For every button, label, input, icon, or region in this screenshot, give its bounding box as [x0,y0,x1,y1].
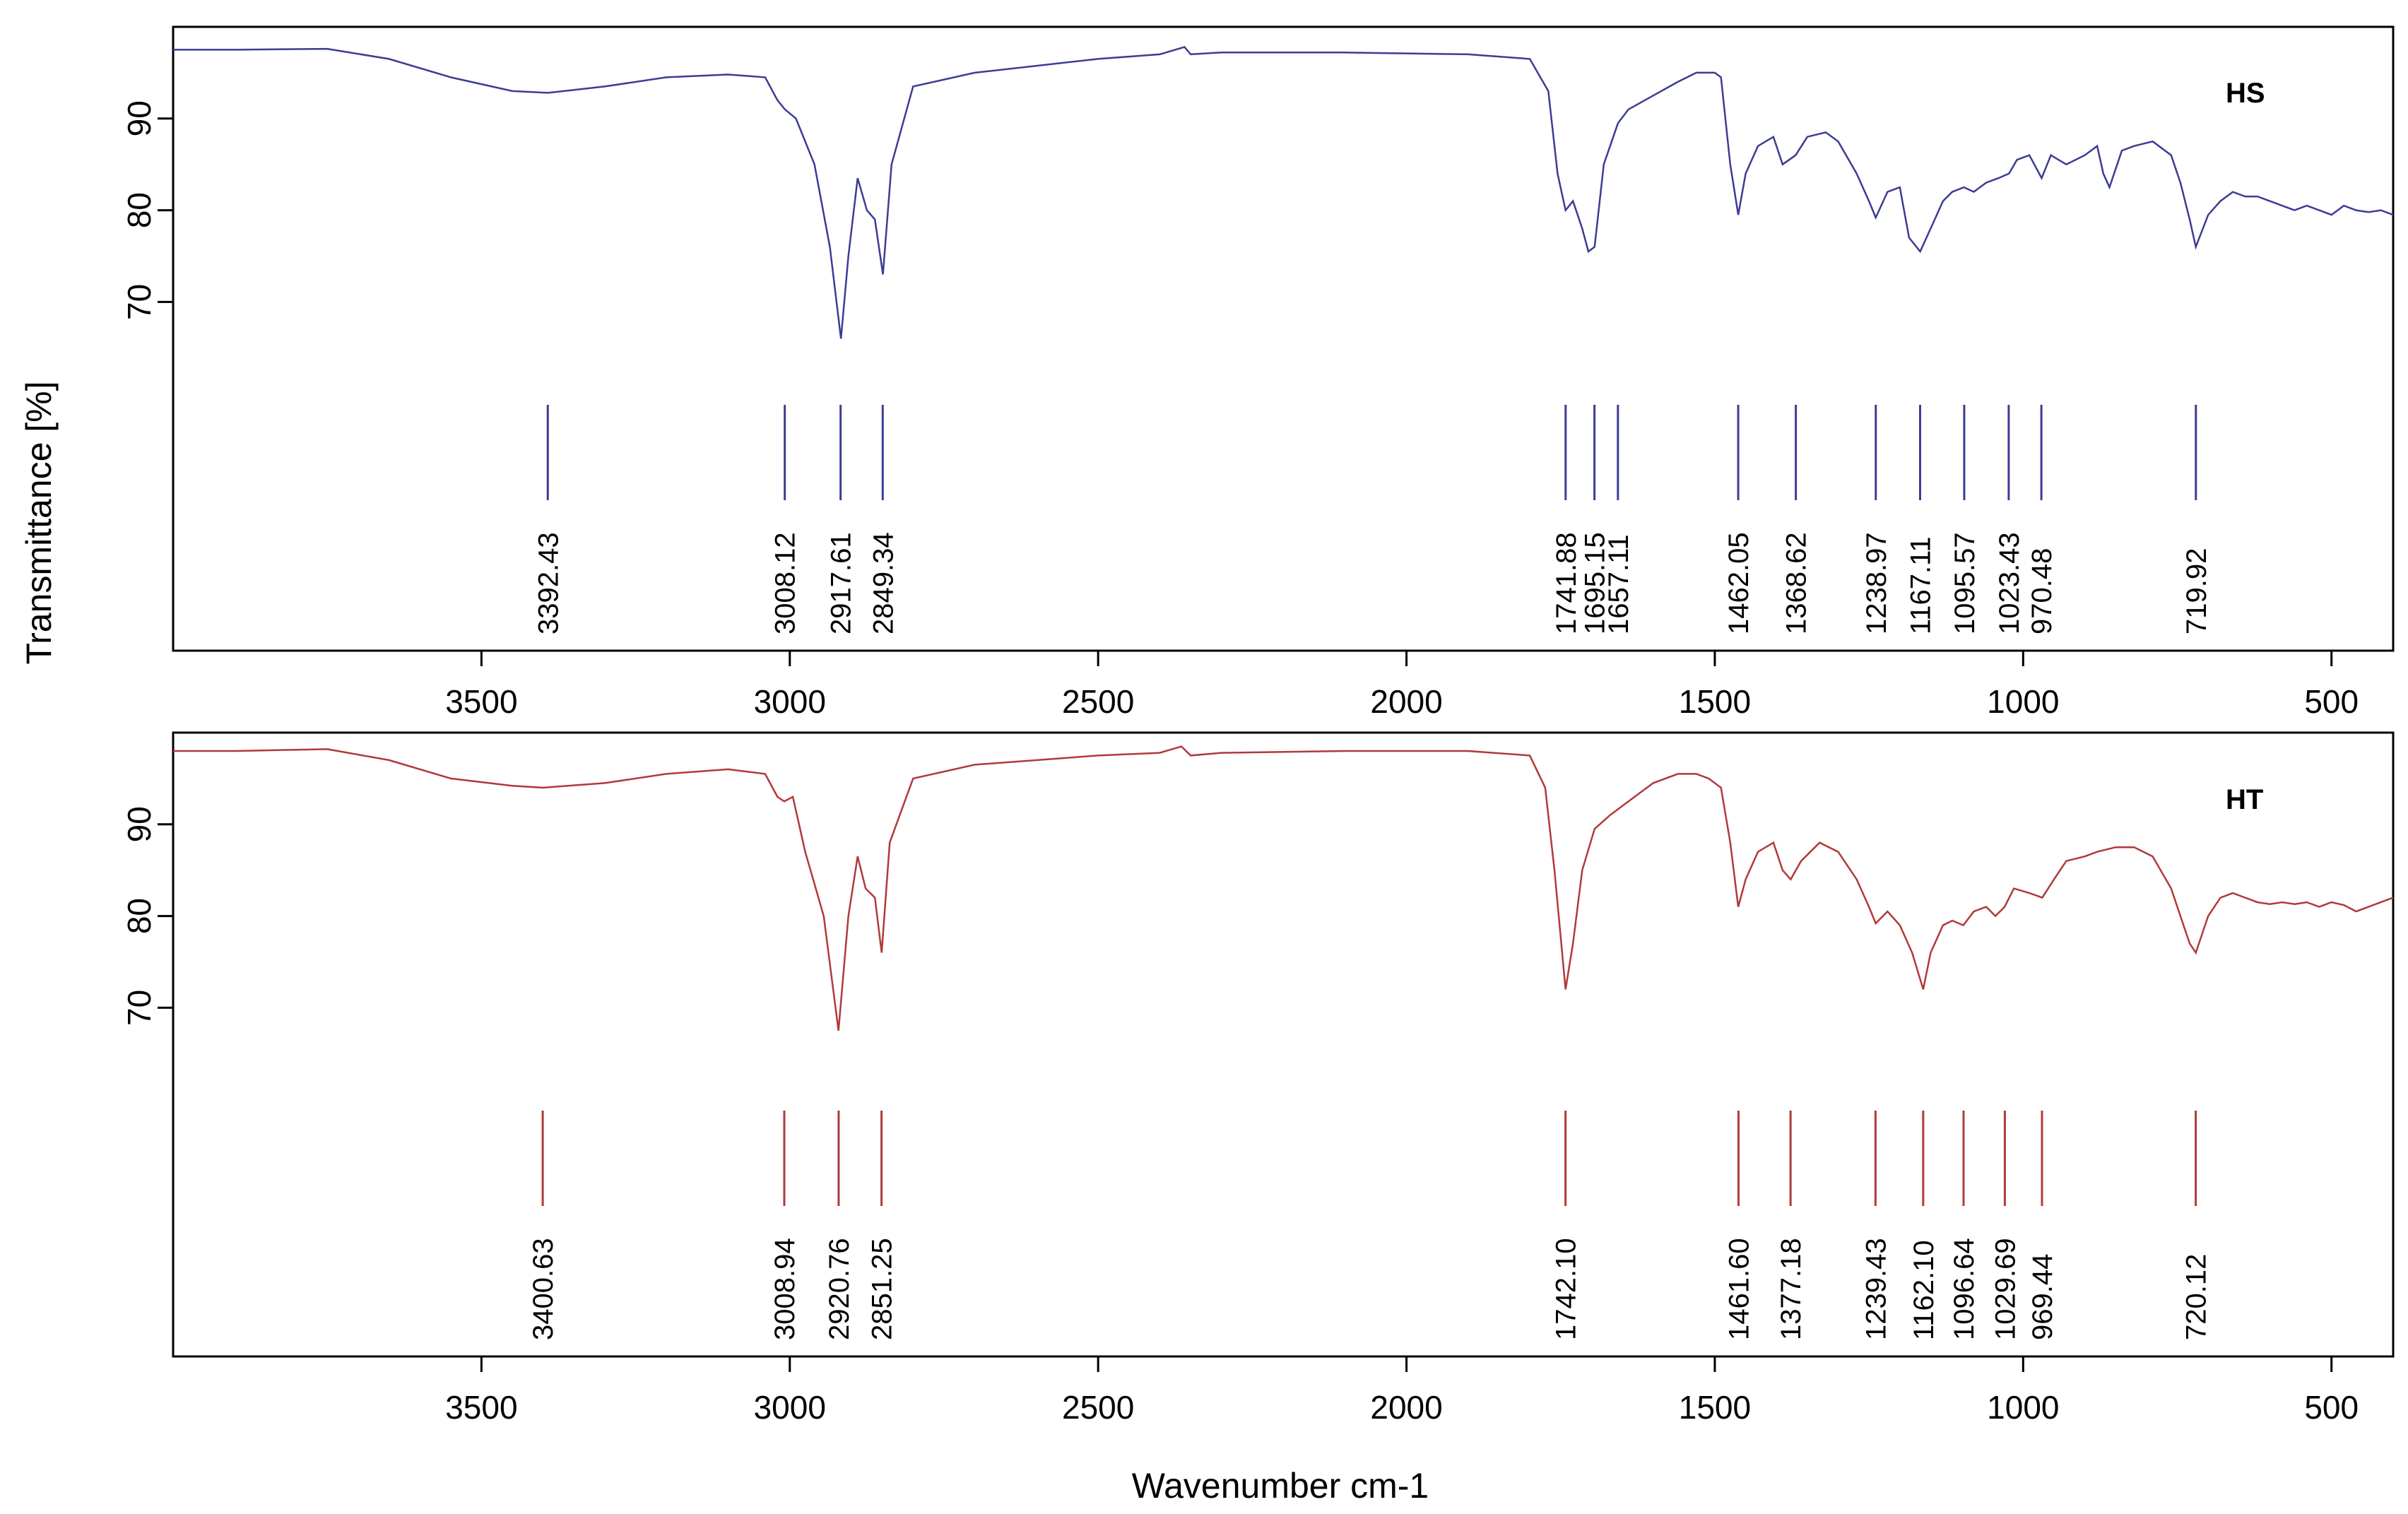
panel-ht-y-tick-label: 90 [121,806,158,842]
panel-ht-y-tick-label: 70 [121,990,158,1026]
panel-hs-peak-label: 2917.61 [826,532,857,634]
panel-ht-peak-label: 1461.60 [1723,1238,1754,1340]
panel-hs: 70 80 90 3500 3000 2500 2000 1500 1000 500 3392.… [121,25,2395,720]
panel-hs-x-tick-label: 3000 [754,683,826,720]
panel-hs-peak-label: 1462.05 [1723,532,1754,634]
panel-ht-peak-label: 1742.10 [1551,1238,1582,1340]
panel-ht-peak-label: 969.44 [2027,1254,2058,1340]
panel-ht-x-tick-label: 2500 [1062,1389,1134,1426]
panel-hs-x-tick-label: 2500 [1062,683,1134,720]
panel-hs-peak-markers: 3392.43 3008.12 2917.61 2849.34 1741.881695.… [533,405,2212,634]
panel-hs-spectrum-line [173,46,2394,339]
panel-ht-x-tick-label: 500 [2304,1389,2359,1426]
panel-hs-peak-label: 1657.11 [1603,534,1634,634]
panel-ht-x-tick-label: 1500 [1679,1389,1751,1426]
panel-ht-peak-markers: 3400.63 3008.94 2920.76 2851.25 1742.10 1461.… [528,1111,2212,1340]
panel-hs-x-axis: 3500 3000 2500 2000 1500 1000 500 [445,651,2359,720]
panel-ht-peak-label: 1162.10 [1908,1240,1940,1340]
panel-hs-sample-label: HS [2226,78,2265,109]
panel-hs-frame [172,25,2395,652]
panel-hs-x-tick-label: 1500 [1679,683,1751,720]
panel-ht-x-axis: 3500 3000 2500 2000 1500 1000 500 [445,1356,2359,1426]
panel-hs-peak-label: 1238.97 [1861,532,1892,634]
panel-hs-peak-label: 2849.34 [868,532,899,634]
panel-hs-peak-label: 1167.11 [1905,536,1936,634]
panel-ht-x-tick-label: 1000 [1987,1389,2059,1426]
panel-hs-x-tick-label: 2000 [1370,683,1442,720]
panel-hs-x-tick-label: 1000 [1987,683,2059,720]
panel-hs-peak-label: 3008.12 [770,532,801,634]
panel-hs-peak-label: 1023.43 [1994,532,2025,634]
panel-hs-y-tick-label: 80 [121,192,158,228]
panel-ht-peak-label: 2851.25 [867,1238,898,1340]
panel-ht: 70 80 90 3500 3000 2500 2000 1500 1000 500 3400.… [121,731,2395,1426]
panel-hs-peak-label: 1368.62 [1781,532,1812,634]
panel-ht-peak-label: 1096.64 [1949,1238,1980,1340]
panel-ht-x-tick-label: 3500 [445,1389,517,1426]
panel-hs-peak-label: 3392.43 [533,532,564,634]
panel-hs-y-tick-label: 90 [121,100,158,136]
panel-hs-x-tick-label: 3500 [445,683,517,720]
panel-ht-spectrum-line [173,745,2394,1031]
panel-hs-peak-label: 719.92 [2181,548,2212,634]
panel-hs-peak-label: 1695.15 [1580,532,1611,634]
panel-ht-y-tick-label: 80 [121,898,158,934]
panel-ht-peak-label: 3400.63 [528,1238,559,1340]
panel-hs-peak-label: 1741.88 [1551,532,1582,634]
panel-hs-peak-label: 1095.57 [1949,532,1981,634]
panel-hs-x-tick-label: 500 [2304,683,2359,720]
panel-ht-x-tick-label: 2000 [1370,1389,1442,1426]
panel-hs-y-tick-label: 70 [121,284,158,320]
panel-ht-x-tick-label: 3000 [754,1389,826,1426]
panel-ht-y-axis: 70 80 90 [121,806,173,1026]
panel-ht-peak-label: 3008.94 [769,1238,801,1340]
y-axis-title: Transmittance [%] [19,381,59,664]
panel-ht-peak-label: 720.12 [2181,1254,2212,1340]
panel-ht-frame [172,731,2395,1358]
panel-ht-peak-label: 2920.76 [824,1238,855,1340]
panel-hs-y-axis: 70 80 90 [121,100,173,320]
panel-ht-peak-label: 1029.69 [1990,1238,2021,1340]
panel-ht-peak-label: 1239.43 [1860,1238,1891,1340]
panel-ht-sample-label: HT [2226,784,2263,815]
panel-hs-peak-label: 970.48 [2026,548,2058,634]
x-axis-title: Wavenumber cm-1 [1132,1466,1429,1506]
panel-ht-peak-label: 1377.18 [1776,1238,1807,1340]
